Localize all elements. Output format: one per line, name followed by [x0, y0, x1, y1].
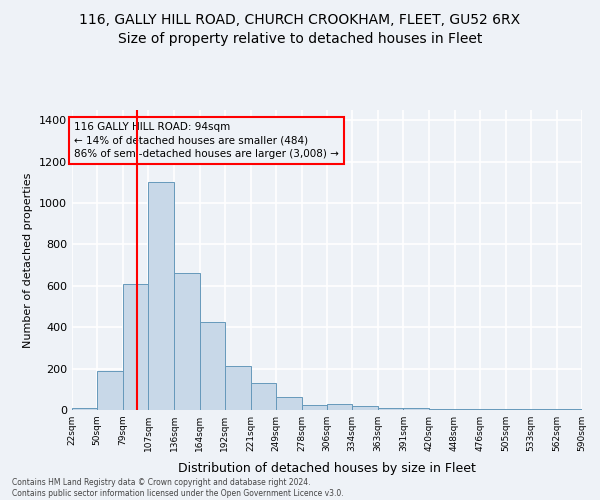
- Bar: [175, 274, 199, 410]
- Text: Contains HM Land Registry data © Crown copyright and database right 2024.
Contai: Contains HM Land Registry data © Crown c…: [12, 478, 344, 498]
- Bar: [276, 396, 302, 410]
- Text: Size of property relative to detached houses in Fleet: Size of property relative to detached ho…: [118, 32, 482, 46]
- Bar: [123, 284, 148, 410]
- Bar: [302, 405, 327, 410]
- Bar: [148, 182, 175, 410]
- Bar: [430, 409, 455, 410]
- Bar: [479, 409, 506, 410]
- Bar: [199, 322, 224, 410]
- Bar: [251, 383, 276, 410]
- Bar: [378, 408, 403, 410]
- Bar: [403, 408, 430, 410]
- Bar: [327, 404, 352, 410]
- Text: 116 GALLY HILL ROAD: 94sqm
← 14% of detached houses are smaller (484)
86% of sem: 116 GALLY HILL ROAD: 94sqm ← 14% of deta…: [74, 122, 338, 159]
- Y-axis label: Number of detached properties: Number of detached properties: [23, 172, 34, 348]
- Bar: [455, 409, 479, 410]
- Bar: [72, 408, 97, 410]
- Bar: [97, 370, 123, 410]
- Bar: [352, 406, 378, 410]
- Bar: [224, 366, 251, 410]
- Text: 116, GALLY HILL ROAD, CHURCH CROOKHAM, FLEET, GU52 6RX: 116, GALLY HILL ROAD, CHURCH CROOKHAM, F…: [79, 12, 521, 26]
- X-axis label: Distribution of detached houses by size in Fleet: Distribution of detached houses by size …: [178, 462, 476, 475]
